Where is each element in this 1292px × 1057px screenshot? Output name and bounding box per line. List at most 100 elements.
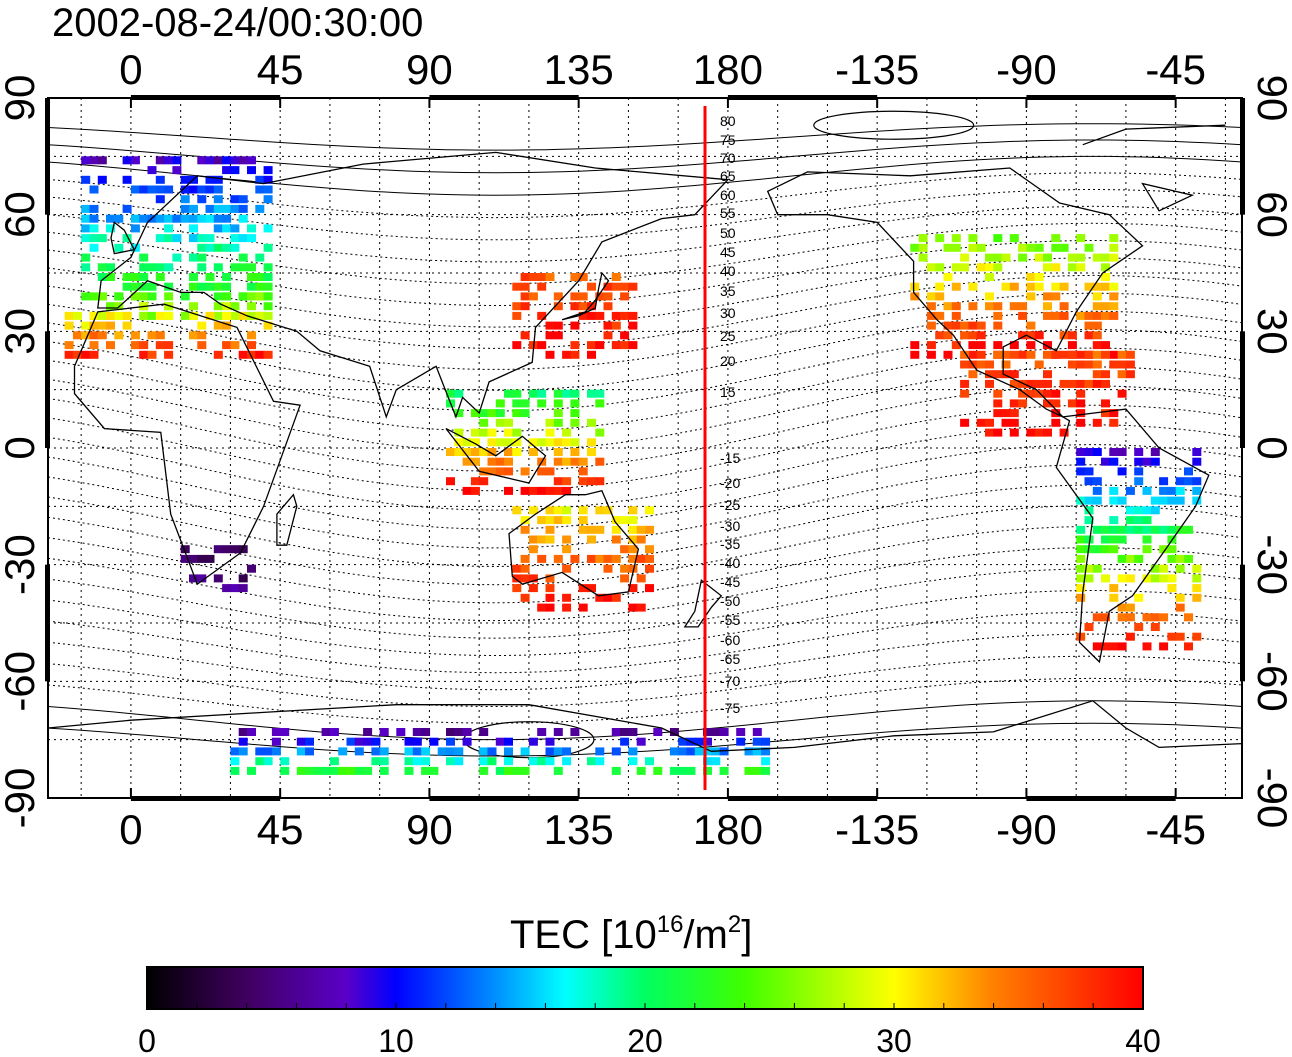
tec-cell <box>197 234 207 243</box>
tec-cell <box>479 477 489 486</box>
tec-cell <box>197 554 207 563</box>
tec-cell <box>64 341 74 350</box>
tec-cell <box>147 292 157 301</box>
tec-cell <box>570 399 580 408</box>
tec-cell <box>280 766 290 775</box>
tec-cell <box>1125 516 1135 525</box>
tec-cell <box>213 204 223 213</box>
tec-cell <box>371 737 381 746</box>
tec-cell <box>1018 302 1028 311</box>
tec-cell <box>1051 282 1061 291</box>
tec-cell <box>81 292 91 301</box>
tec-cell <box>968 321 978 330</box>
tec-cell <box>147 166 157 175</box>
tec-cell <box>595 292 605 301</box>
tec-cell <box>694 747 704 756</box>
tec-cell <box>570 292 580 301</box>
tec-cell <box>553 506 563 515</box>
tec-cell <box>993 428 1003 437</box>
tec-cell <box>1034 253 1044 262</box>
tec-cell <box>587 350 596 359</box>
tec-cell <box>545 747 555 756</box>
tec-cell <box>537 516 547 525</box>
tec-cell <box>1184 642 1193 651</box>
tec-cell <box>97 321 107 330</box>
tec-cell <box>595 593 605 602</box>
tec-cell <box>114 292 124 301</box>
tec-cell <box>910 292 920 301</box>
coastline-japan <box>561 271 610 321</box>
lon-tick-bottom: -45 <box>1145 806 1206 853</box>
tec-cell <box>910 350 920 359</box>
tec-cell <box>611 525 621 534</box>
tec-cell <box>189 224 198 233</box>
tec-cell <box>222 545 232 554</box>
tec-cell <box>1084 564 1094 573</box>
timestamp-title: 2002-08-24/00:30:00 <box>52 1 423 45</box>
tec-cell <box>1018 253 1028 262</box>
tec-cell <box>562 457 572 466</box>
tec-cell <box>197 331 207 340</box>
tec-cell <box>404 766 414 775</box>
tec-cell <box>570 554 580 563</box>
tec-cell <box>694 737 704 746</box>
tec-cell <box>512 311 522 320</box>
tec-cell <box>1076 360 1086 369</box>
tec-cell <box>164 350 174 359</box>
tec-cell <box>553 302 563 311</box>
tec-cell <box>205 554 215 563</box>
tec-cell <box>520 766 530 775</box>
tec-cell <box>1109 311 1119 320</box>
tec-cell <box>943 273 953 281</box>
tec-cell <box>189 185 198 194</box>
tec-cell <box>976 243 986 252</box>
tec-cell <box>263 166 273 175</box>
tec-cell <box>645 506 654 515</box>
tec-cell <box>645 584 654 593</box>
tec-cell <box>222 282 232 291</box>
tec-cell <box>1092 341 1102 350</box>
tec-cell <box>562 438 572 447</box>
tec-cell <box>97 234 107 243</box>
tec-cell <box>1076 457 1086 466</box>
tec-cell <box>1150 457 1160 466</box>
tec-cell <box>130 341 140 350</box>
tec-cell <box>114 311 124 320</box>
tec-cell <box>976 263 986 272</box>
tec-cell <box>479 467 489 476</box>
tec-cell <box>628 728 638 736</box>
tec-cell <box>570 321 580 330</box>
tec-cell <box>611 766 621 775</box>
tec-cell <box>587 302 596 311</box>
tec-cell <box>155 273 165 281</box>
tec-cell <box>1084 448 1094 456</box>
tec-cell <box>935 292 945 301</box>
tec-cell <box>562 603 572 612</box>
tec-cell <box>213 185 223 194</box>
tec-cell <box>1026 273 1036 281</box>
lat-tick-right: 0 <box>1249 436 1292 459</box>
tec-cell <box>553 477 563 486</box>
lat-tick-left: 90 <box>0 75 43 122</box>
tec-cell <box>620 574 630 583</box>
lat-tick-left: -30 <box>0 534 43 595</box>
tec-cell <box>512 564 522 573</box>
tec-cell <box>487 457 497 466</box>
tec-cell <box>404 737 414 746</box>
tec-cell <box>1043 263 1052 272</box>
tec-cell <box>230 545 240 554</box>
tec-cell <box>263 273 273 281</box>
tec-cell <box>570 409 580 418</box>
tec-cell <box>528 438 538 447</box>
tec-cell <box>1101 642 1110 651</box>
tec-cell <box>993 321 1003 330</box>
tec-cell <box>205 204 215 213</box>
tec-cell <box>1101 282 1110 291</box>
tec-cell <box>1109 516 1119 525</box>
tec-cell <box>1092 360 1102 369</box>
tec-cell <box>1026 292 1036 301</box>
tec-cell <box>537 535 547 544</box>
tec-cell <box>238 292 248 301</box>
tec-cell <box>1034 243 1044 252</box>
tec-cell <box>1192 593 1202 602</box>
